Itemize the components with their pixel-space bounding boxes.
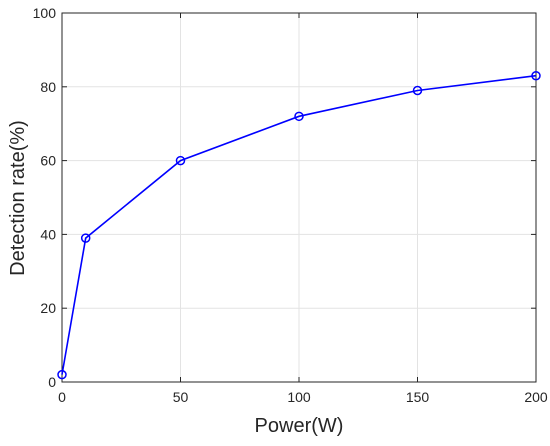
x-tick-label: 200 xyxy=(524,389,548,405)
x-tick-label: 150 xyxy=(406,389,430,405)
x-tick-label: 100 xyxy=(287,389,311,405)
y-tick-label: 60 xyxy=(40,153,56,169)
y-tick-label: 80 xyxy=(40,79,56,95)
y-axis-label: Detection rate(%) xyxy=(7,120,29,276)
axes: 0 50 100 150 200 0 20 40 60 80 100 xyxy=(33,5,548,405)
y-tick-label: 20 xyxy=(40,300,56,316)
x-axis-label: Power(W) xyxy=(255,415,344,437)
x-tick-label: 0 xyxy=(58,389,66,405)
data-series xyxy=(57,70,541,380)
data-point xyxy=(80,233,91,243)
data-point xyxy=(57,369,67,380)
series-line xyxy=(61,74,537,375)
data-point xyxy=(531,70,541,81)
data-point xyxy=(175,155,186,166)
data-point xyxy=(294,111,304,122)
y-tick-label: 0 xyxy=(48,374,56,390)
grid xyxy=(62,13,536,382)
x-tick-label: 50 xyxy=(173,389,189,405)
y-tick-label: 100 xyxy=(33,5,57,21)
y-tick-label: 40 xyxy=(40,226,56,242)
data-point xyxy=(412,85,423,96)
